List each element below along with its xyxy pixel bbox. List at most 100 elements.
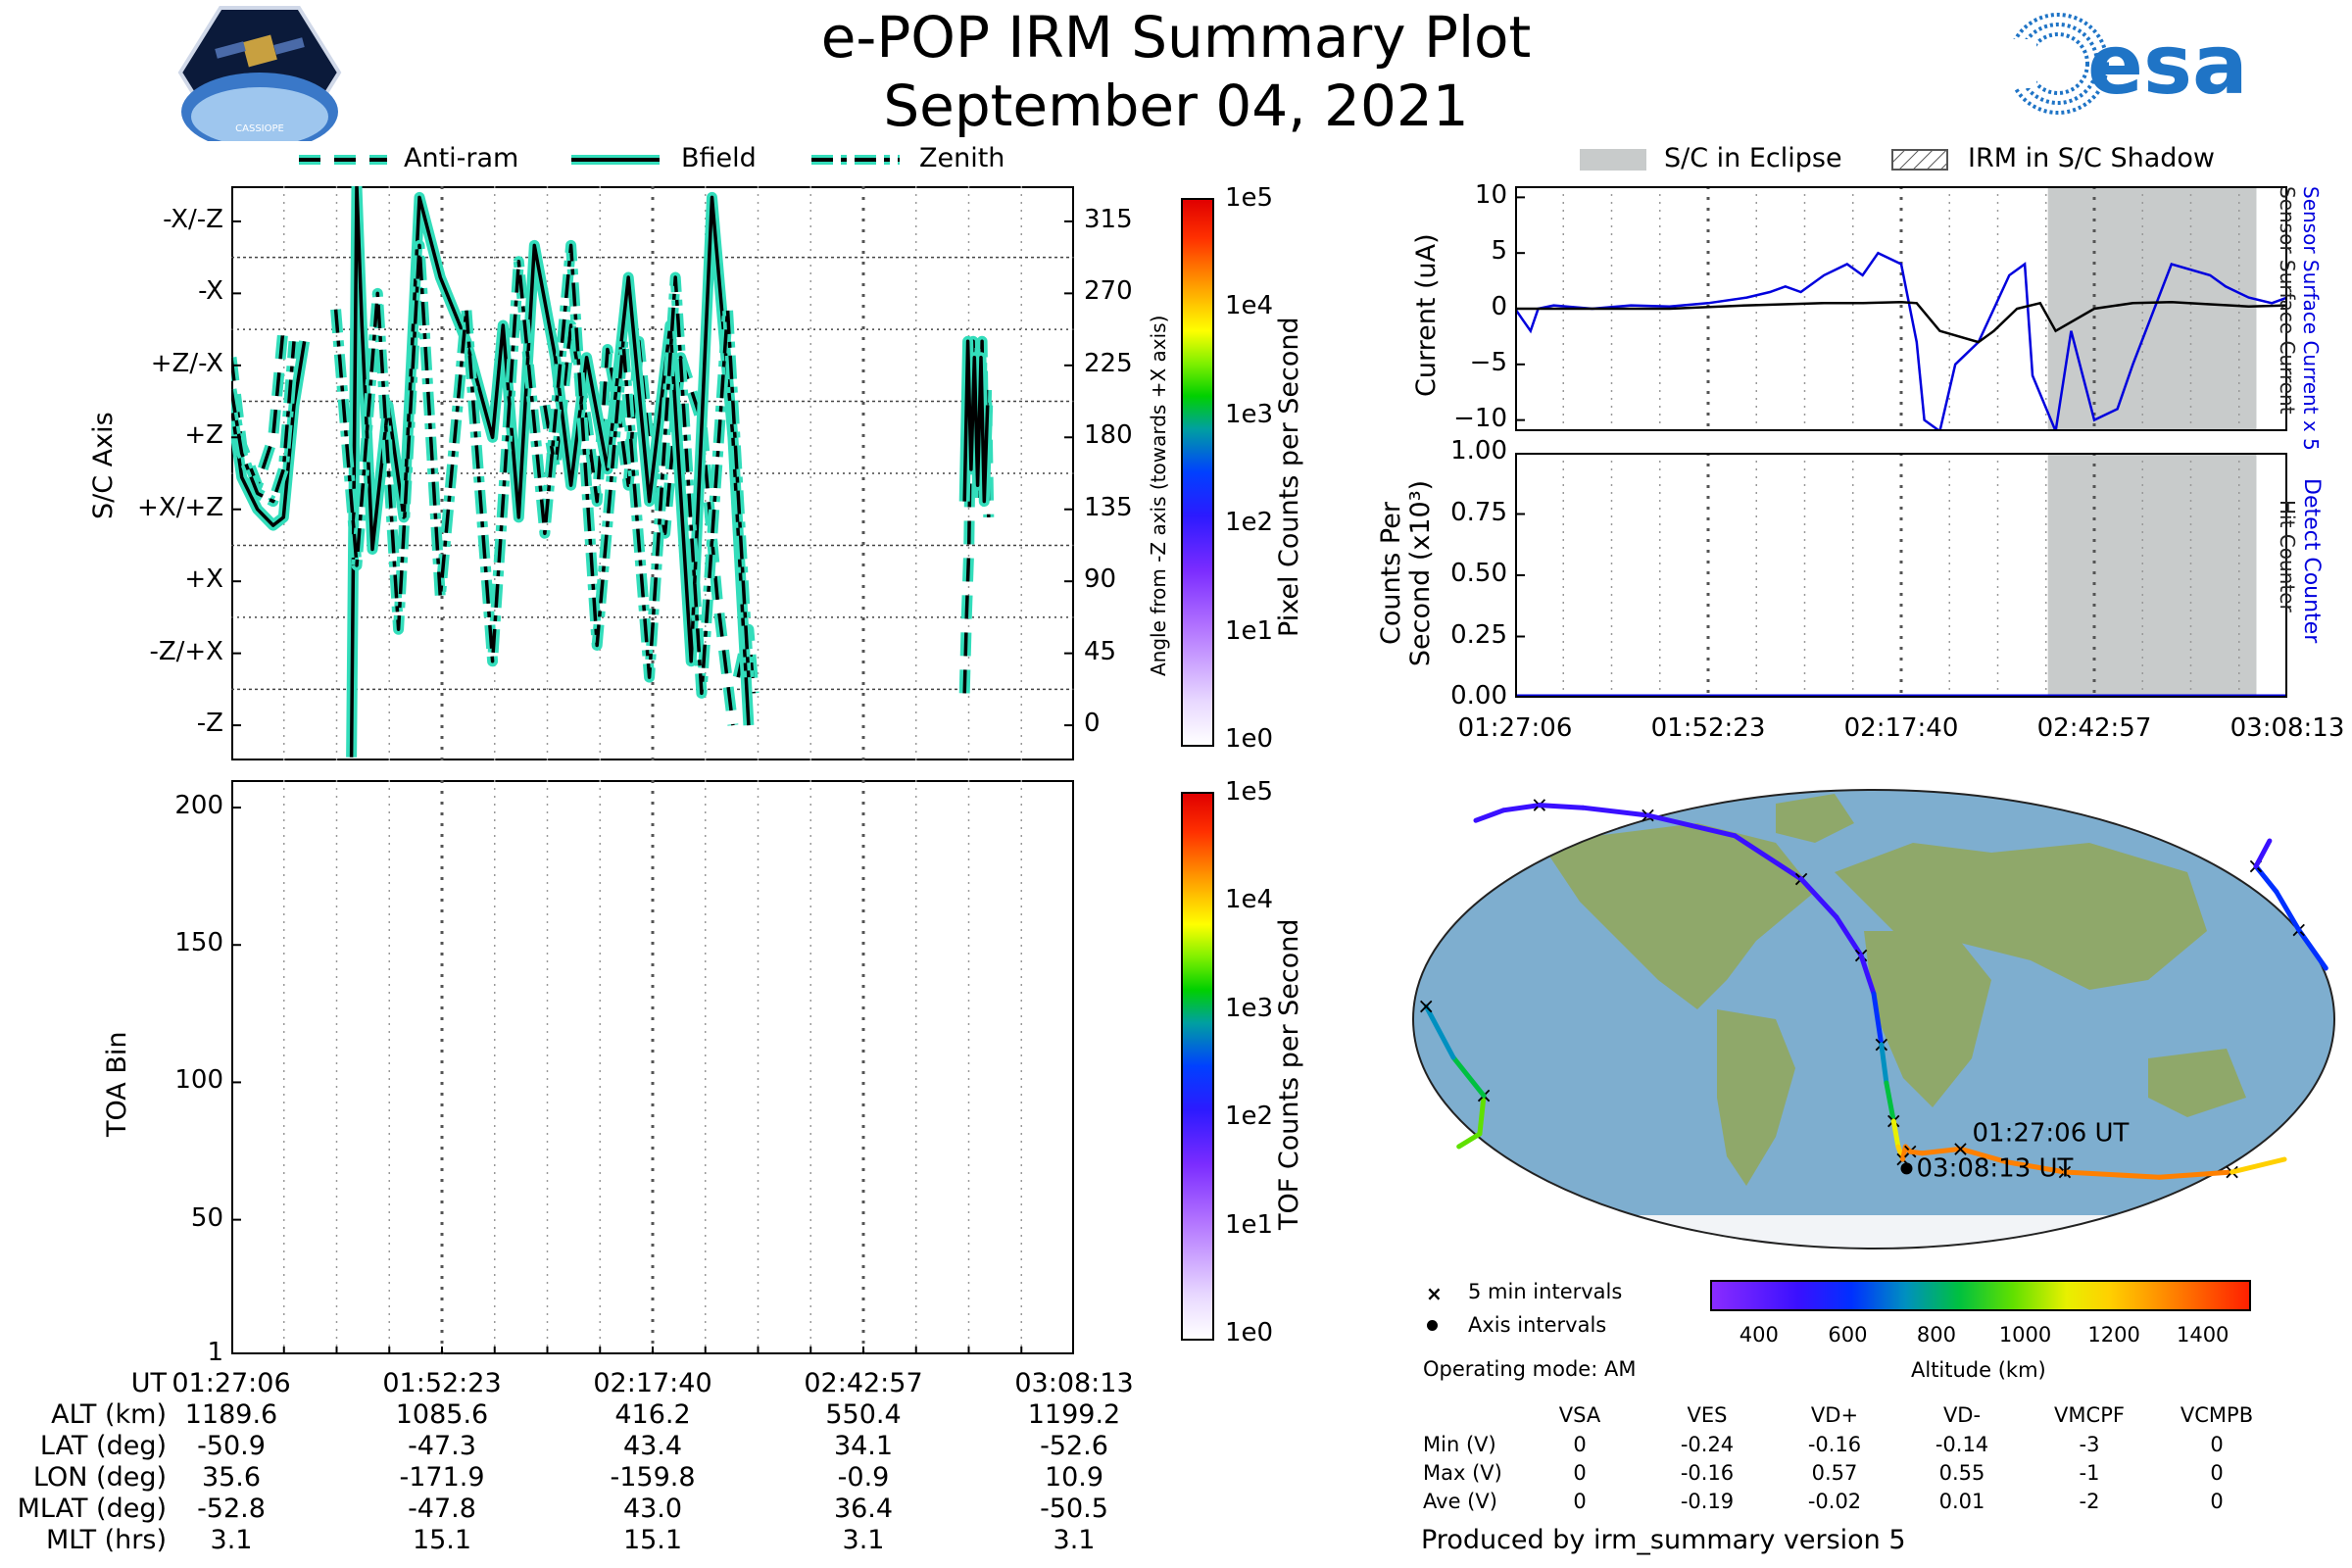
- orbit-segment: [2062, 1169, 2162, 1180]
- annotation-value: 3.1: [1053, 1525, 1096, 1555]
- legend-shadow-swatch: [1891, 149, 1948, 171]
- voltage-value: -0.16: [1680, 1461, 1735, 1485]
- sc-axis-y2tick: 45: [1084, 636, 1117, 666]
- page-date: September 04, 2021: [883, 73, 1469, 139]
- annotation-value: 35.6: [201, 1462, 262, 1493]
- voltage-value: 0.57: [1811, 1461, 1858, 1485]
- sc-axis-ytick: -Z/+X: [149, 636, 223, 666]
- legend-zenith: Zenith: [919, 143, 1005, 173]
- five-min-marker-icon: ×: [1426, 1282, 1443, 1305]
- annotation-value: 1189.6: [184, 1399, 278, 1430]
- orbit-segment: [1957, 1146, 2009, 1165]
- annotation-value: 3.1: [842, 1525, 885, 1555]
- map-land: [1521, 794, 2246, 1249]
- annotation-value: 15.1: [622, 1525, 683, 1555]
- continent: [1776, 794, 1854, 843]
- hit-xtick: 01:27:06: [1457, 713, 1573, 743]
- current-ytick: −5: [1469, 347, 1507, 377]
- orbit-segment: [1423, 1004, 1456, 1060]
- voltage-value: -0.16: [1807, 1433, 1862, 1456]
- sc-axis-ytick: -X/-Z: [163, 204, 223, 234]
- hit-counter-chart: [1515, 453, 2287, 698]
- continent: [1835, 843, 2207, 990]
- sc-axis-y2tick: 180: [1084, 420, 1133, 451]
- annotation-value: -52.8: [197, 1494, 266, 1524]
- voltage-value: 0: [2210, 1433, 2224, 1456]
- sc-axis-y2tick: 90: [1084, 564, 1117, 595]
- voltage-value: -0.24: [1680, 1433, 1735, 1456]
- colorbar-tick: 1e0: [1225, 724, 1274, 754]
- hit-right-label-blue: Detect Counter: [2299, 478, 2324, 644]
- tof-colorbar-label: TOF Counts per Second: [1274, 918, 1304, 1231]
- orbit-segment: [1884, 1080, 1896, 1124]
- annotation-value: 43.0: [622, 1494, 683, 1524]
- toa-ytick: 150: [174, 928, 223, 958]
- annotation-row-label: LAT (deg): [39, 1431, 167, 1461]
- sc-axis-y2tick: 225: [1084, 348, 1133, 378]
- orbit-segment: [2003, 1159, 2068, 1175]
- annotation-value: -47.8: [408, 1494, 476, 1524]
- sc-axis-y2tick: 135: [1084, 492, 1133, 522]
- orbit-segment: [2230, 1156, 2287, 1175]
- voltage-value: 0.55: [1938, 1461, 1985, 1485]
- eclipse-region: [2047, 453, 2257, 698]
- orbit-segment: [1537, 803, 1586, 810]
- voltage-row-label: Ave (V): [1423, 1490, 1497, 1513]
- sc-axis-ytick: -Z: [196, 709, 223, 739]
- annotation-value: 15.1: [412, 1525, 472, 1555]
- legend-eclipse: S/C in Eclipse: [1664, 143, 1842, 173]
- current-ytick: 0: [1491, 292, 1507, 321]
- toa-chart: [231, 780, 1074, 1354]
- sc-axis-y2tick: 270: [1084, 276, 1133, 307]
- continent: [1541, 823, 1815, 1009]
- annotation-value: 01:27:06: [172, 1368, 291, 1398]
- altitude-tick: 1000: [1998, 1323, 2052, 1347]
- legend-eclipse-swatch: [1580, 149, 1646, 171]
- colorbar-tick: 1e1: [1225, 1209, 1274, 1240]
- svg-text:esa: esa: [2087, 17, 2248, 113]
- colorbar-tick: 1e4: [1225, 291, 1274, 321]
- continent: [1864, 931, 1991, 1107]
- voltage-value: 0: [1573, 1433, 1587, 1456]
- legend-antiram: Anti-ram: [404, 143, 519, 173]
- annotation-value: -50.9: [197, 1431, 266, 1461]
- voltage-value: -1: [2079, 1461, 2100, 1485]
- orbit-segment: [1580, 805, 1650, 818]
- hit-ytick: 0.50: [1450, 559, 1507, 588]
- annotation-value: 02:17:40: [593, 1368, 712, 1398]
- current-ytick: 5: [1491, 236, 1507, 267]
- colorbar-tick: 1e2: [1225, 508, 1274, 538]
- annotation-value: -50.5: [1040, 1494, 1108, 1524]
- sc-axis-ytick: +Z: [184, 420, 223, 451]
- hit-xtick: 02:42:57: [2036, 713, 2152, 743]
- annotation-value: -52.6: [1040, 1431, 1108, 1461]
- annotation-value: 36.4: [833, 1494, 894, 1524]
- sc-axis-y2tick: 315: [1084, 204, 1133, 234]
- annotation-value: 416.2: [614, 1399, 691, 1430]
- hit-ytick: 0.25: [1450, 619, 1507, 650]
- voltage-value: 0: [1573, 1461, 1587, 1485]
- current-right-label-black: Sensor Surface Current: [2276, 186, 2299, 415]
- footer-version: Produced by irm_summary version 5: [1421, 1525, 1906, 1555]
- voltage-header: VES: [1687, 1403, 1728, 1427]
- annotation-value: 01:52:23: [382, 1368, 502, 1398]
- current-ytick: 10: [1474, 180, 1507, 211]
- colorbar-tick: 1e0: [1225, 1318, 1274, 1348]
- hit-ytick: 0.00: [1450, 681, 1507, 710]
- annotation-value: -159.8: [610, 1462, 696, 1493]
- altitude-tick: 1400: [2176, 1323, 2230, 1347]
- annotation-value: 34.1: [833, 1431, 894, 1461]
- colorbar-tick: 1e5: [1225, 183, 1274, 213]
- voltage-value: -2: [2079, 1490, 2100, 1513]
- voltage-row-label: Max (V): [1423, 1461, 1502, 1485]
- trace-bfield: [231, 341, 307, 527]
- tof-colorbar: [1181, 792, 1214, 1341]
- annotation-row-label: LON (deg): [32, 1462, 167, 1493]
- orbit-segment: [2156, 1169, 2235, 1180]
- orbit-segment: [2274, 889, 2302, 933]
- trace-zenith: [231, 341, 296, 504]
- orbit-segment: [1871, 991, 1885, 1048]
- five-min-marker: ×: [1417, 995, 1435, 1019]
- annotation-value: -0.9: [837, 1462, 890, 1493]
- orbit-segment: [1477, 1093, 1487, 1137]
